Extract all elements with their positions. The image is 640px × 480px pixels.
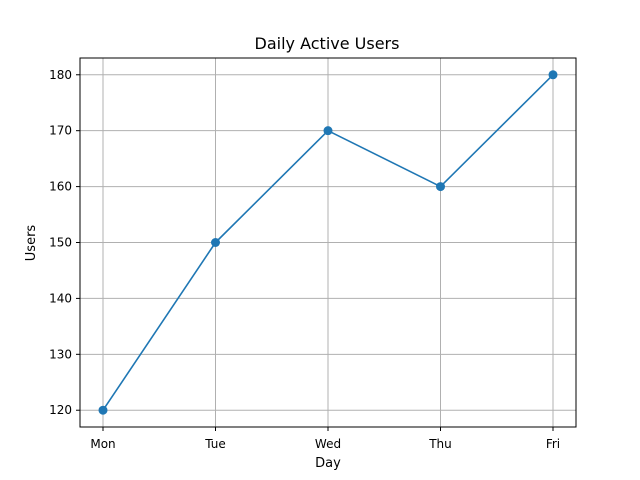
x-tick-label: Wed (315, 437, 341, 451)
y-tick-label: 170 (49, 124, 72, 138)
x-axis: Mon Tue Wed Thu Fri (90, 427, 560, 451)
data-point (436, 182, 445, 192)
y-tick-label: 160 (49, 180, 72, 194)
data-point (323, 126, 333, 136)
data-point (98, 405, 108, 415)
series-layer (98, 70, 558, 415)
x-axis-label: Day (315, 456, 341, 471)
y-tick-label: 130 (49, 347, 72, 361)
x-tick-label: Tue (204, 437, 226, 451)
y-tick-label: 150 (49, 236, 72, 250)
grid-lines (80, 58, 576, 427)
x-tick-label: Mon (90, 437, 115, 451)
data-point (548, 70, 558, 80)
x-tick-label: Thu (428, 437, 452, 451)
y-tick-label: 180 (49, 68, 72, 82)
y-axis: 120 130 140 150 160 170 180 (49, 68, 80, 417)
y-tick-label: 120 (49, 403, 72, 417)
y-axis-label: Users (24, 225, 39, 262)
y-tick-label: 140 (49, 291, 72, 305)
data-point (211, 238, 220, 247)
plot-area (79, 57, 577, 428)
x-tick-label: Fri (546, 437, 560, 451)
chart-title: Daily Active Users (255, 34, 400, 53)
